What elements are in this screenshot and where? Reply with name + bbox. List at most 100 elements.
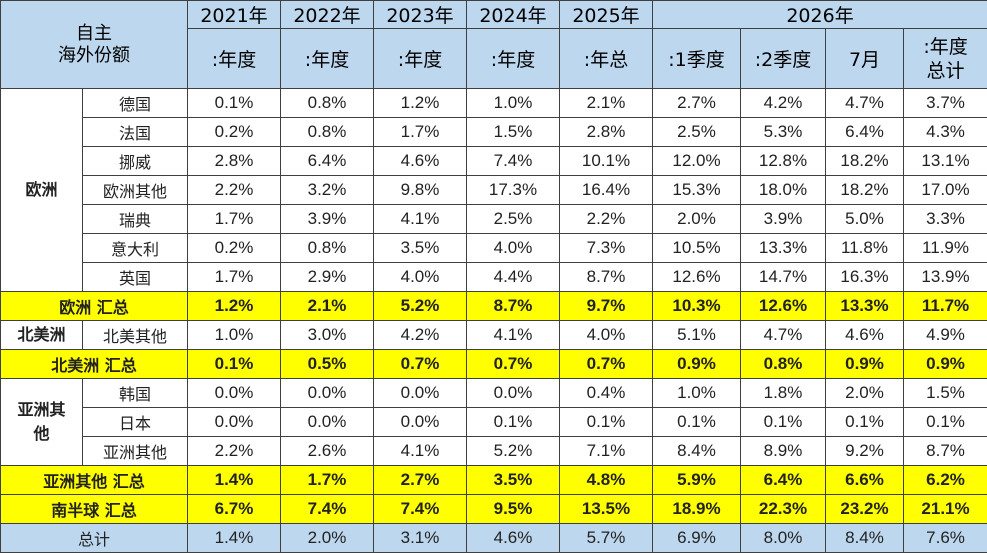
value-cell: 2.8% bbox=[560, 118, 653, 147]
country-name: 日本 bbox=[83, 408, 188, 437]
value-cell: 13.9% bbox=[904, 263, 987, 292]
value-cell: 16.4% bbox=[560, 176, 653, 205]
value-cell: 0.0% bbox=[374, 408, 467, 437]
country-name: 北美其他 bbox=[83, 321, 188, 350]
value-cell: 16.3% bbox=[826, 263, 904, 292]
value-cell: 4.0% bbox=[374, 263, 467, 292]
country-name: 英国 bbox=[83, 263, 188, 292]
value-cell: 12.6% bbox=[741, 292, 826, 321]
value-cell: 8.4% bbox=[826, 524, 904, 553]
value-cell: 0.1% bbox=[467, 408, 560, 437]
period-header: :年度 bbox=[467, 29, 560, 89]
value-cell: 7.1% bbox=[560, 437, 653, 466]
value-cell: 2.0% bbox=[281, 524, 374, 553]
country-name: 韩国 bbox=[83, 379, 188, 408]
value-cell: 3.9% bbox=[741, 205, 826, 234]
value-cell: 12.6% bbox=[653, 263, 741, 292]
value-cell: 4.1% bbox=[374, 437, 467, 466]
value-cell: 0.7% bbox=[560, 350, 653, 379]
value-cell: 0.2% bbox=[188, 118, 281, 147]
value-cell: 9.8% bbox=[374, 176, 467, 205]
value-cell: 0.9% bbox=[653, 350, 741, 379]
region-name: 亚洲其他 bbox=[1, 379, 83, 466]
value-cell: 0.7% bbox=[467, 350, 560, 379]
value-cell: 4.6% bbox=[467, 524, 560, 553]
value-cell: 1.0% bbox=[653, 379, 741, 408]
year-header: 2023年 bbox=[374, 1, 467, 29]
value-cell: 7.6% bbox=[904, 524, 987, 553]
value-cell: 2.2% bbox=[560, 205, 653, 234]
country-name: 意大利 bbox=[83, 234, 188, 263]
value-cell: 0.1% bbox=[826, 408, 904, 437]
value-cell: 18.2% bbox=[826, 147, 904, 176]
value-cell: 1.7% bbox=[188, 263, 281, 292]
value-cell: 1.4% bbox=[188, 466, 281, 495]
value-cell: 0.9% bbox=[904, 350, 987, 379]
value-cell: 2.2% bbox=[188, 437, 281, 466]
value-cell: 4.6% bbox=[374, 147, 467, 176]
value-cell: 11.9% bbox=[904, 234, 987, 263]
value-cell: 5.2% bbox=[374, 292, 467, 321]
value-cell: 0.0% bbox=[467, 379, 560, 408]
value-cell: 1.5% bbox=[467, 118, 560, 147]
value-cell: 17.0% bbox=[904, 176, 987, 205]
value-cell: 12.8% bbox=[741, 147, 826, 176]
value-cell: 8.0% bbox=[741, 524, 826, 553]
subtotal-label: 亚洲其他 汇总 bbox=[1, 466, 188, 495]
value-cell: 3.5% bbox=[467, 466, 560, 495]
value-cell: 9.7% bbox=[560, 292, 653, 321]
value-cell: 6.9% bbox=[653, 524, 741, 553]
value-cell: 1.2% bbox=[374, 89, 467, 118]
value-cell: 4.1% bbox=[467, 321, 560, 350]
year-header: 2026年 bbox=[653, 1, 987, 29]
value-cell: 11.8% bbox=[826, 234, 904, 263]
value-cell: 15.3% bbox=[653, 176, 741, 205]
value-cell: 0.8% bbox=[281, 118, 374, 147]
value-cell: 0.0% bbox=[374, 379, 467, 408]
country-name: 瑞典 bbox=[83, 205, 188, 234]
value-cell: 0.4% bbox=[560, 379, 653, 408]
value-cell: 17.3% bbox=[467, 176, 560, 205]
value-cell: 1.4% bbox=[188, 524, 281, 553]
value-cell: 10.1% bbox=[560, 147, 653, 176]
value-cell: 4.6% bbox=[826, 321, 904, 350]
value-cell: 2.2% bbox=[188, 176, 281, 205]
value-cell: 3.9% bbox=[281, 205, 374, 234]
value-cell: 8.7% bbox=[467, 292, 560, 321]
value-cell: 6.6% bbox=[826, 466, 904, 495]
value-cell: 22.3% bbox=[741, 495, 826, 524]
year-header: 2025年 bbox=[560, 1, 653, 29]
value-cell: 0.1% bbox=[188, 350, 281, 379]
corner-header: 自主 海外份额 bbox=[1, 1, 188, 89]
subtotal-label: 南半球 汇总 bbox=[1, 495, 188, 524]
value-cell: 5.7% bbox=[560, 524, 653, 553]
value-cell: 9.5% bbox=[467, 495, 560, 524]
value-cell: 0.0% bbox=[281, 408, 374, 437]
value-cell: 1.0% bbox=[188, 321, 281, 350]
value-cell: 1.0% bbox=[467, 89, 560, 118]
value-cell: 23.2% bbox=[826, 495, 904, 524]
value-cell: 2.7% bbox=[374, 466, 467, 495]
value-cell: 7.4% bbox=[374, 495, 467, 524]
value-cell: 2.1% bbox=[281, 292, 374, 321]
value-cell: 0.8% bbox=[741, 350, 826, 379]
subtotal-label: 北美洲 汇总 bbox=[1, 350, 188, 379]
value-cell: 0.2% bbox=[188, 234, 281, 263]
value-cell: 7.4% bbox=[467, 147, 560, 176]
country-name: 欧洲其他 bbox=[83, 176, 188, 205]
value-cell: 4.7% bbox=[741, 321, 826, 350]
header-row-years: 自主 海外份额 2021年 2022年 2023年 2024年 2025年 20… bbox=[1, 1, 987, 29]
value-cell: 2.5% bbox=[653, 118, 741, 147]
value-cell: 10.3% bbox=[653, 292, 741, 321]
region-name: 欧洲 bbox=[1, 89, 83, 292]
value-cell: 8.7% bbox=[560, 263, 653, 292]
year-header: 2022年 bbox=[281, 1, 374, 29]
value-cell: 2.9% bbox=[281, 263, 374, 292]
value-cell: 5.1% bbox=[653, 321, 741, 350]
